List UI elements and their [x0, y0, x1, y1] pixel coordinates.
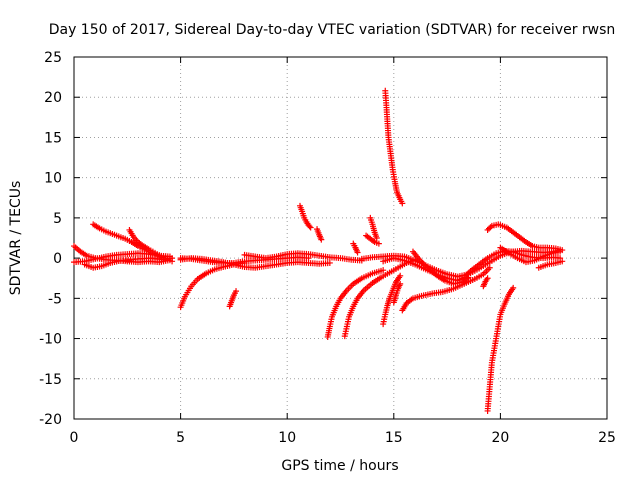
x-tick-label: 20 — [491, 430, 509, 446]
data-point — [306, 223, 313, 230]
series-arc-m — [324, 267, 387, 340]
data-point — [354, 249, 361, 256]
series-arc-o — [350, 240, 361, 256]
series-arc-z — [497, 244, 564, 266]
series-arc-r — [382, 87, 406, 207]
series-arc-k — [296, 202, 314, 231]
data-point — [318, 236, 325, 243]
series-arc-p — [367, 214, 380, 241]
series-arc-e — [81, 255, 176, 271]
series-arc-t — [390, 280, 404, 306]
data-points — [71, 87, 566, 414]
data-point — [557, 248, 564, 255]
y-tick-label: 10 — [44, 171, 62, 187]
data-point — [484, 275, 491, 282]
series-arc-s — [380, 272, 404, 328]
series-arc-f — [177, 259, 248, 311]
y-tick-label: 25 — [44, 50, 62, 66]
data-point — [397, 280, 404, 287]
series-arc-v — [380, 247, 564, 284]
series-arc-u — [399, 264, 493, 314]
series-arc-y — [484, 221, 566, 254]
series-arc-ab — [484, 284, 517, 414]
series-arc-aa — [480, 275, 491, 290]
data-point — [307, 224, 314, 231]
y-tick-label: -5 — [48, 291, 62, 307]
x-axis-label: GPS time / hours — [281, 458, 398, 474]
y-tick-label: 5 — [53, 211, 62, 227]
data-point — [233, 288, 240, 295]
y-tick-label: 15 — [44, 130, 62, 146]
series-arc-g — [226, 288, 240, 310]
series-arc-q — [363, 232, 382, 247]
axis-ticks — [73, 56, 608, 420]
series-arc-w — [409, 248, 472, 287]
data-point — [169, 255, 176, 262]
data-point — [559, 258, 566, 265]
y-tick-label: -20 — [39, 412, 62, 428]
plot-frame — [73, 56, 608, 420]
x-tick-label: 15 — [385, 430, 403, 446]
y-axis-label: SDTVAR / TECUs — [8, 181, 24, 296]
series-arc-l — [314, 226, 325, 243]
data-point — [397, 272, 404, 279]
y-tick-label: -10 — [39, 332, 62, 348]
data-point — [326, 259, 333, 266]
chart-title: Day 150 of 2017, Sidereal Day-to-day VTE… — [49, 22, 616, 38]
y-tick-label: -15 — [39, 372, 62, 388]
x-tick-label: 10 — [278, 430, 296, 446]
data-point — [375, 240, 382, 247]
data-point — [399, 200, 406, 207]
series-arc-i — [177, 255, 333, 271]
data-point — [486, 264, 493, 271]
data-point — [380, 267, 387, 274]
x-tick-label: 25 — [598, 430, 616, 446]
y-tick-label: 20 — [44, 90, 62, 106]
data-point — [510, 284, 517, 291]
y-tick-label: 0 — [53, 251, 62, 267]
series-arc-ac — [535, 258, 566, 271]
series-arc-j — [241, 250, 365, 264]
x-tick-label: 0 — [70, 430, 79, 446]
tick-labels: 0 5 10 15 20 25 -20 -15 -10 -5 0 5 10 15 20 25 — [39, 50, 616, 446]
x-tick-label: 5 — [176, 430, 185, 446]
grid — [74, 57, 607, 419]
series-arc-d — [126, 226, 176, 265]
